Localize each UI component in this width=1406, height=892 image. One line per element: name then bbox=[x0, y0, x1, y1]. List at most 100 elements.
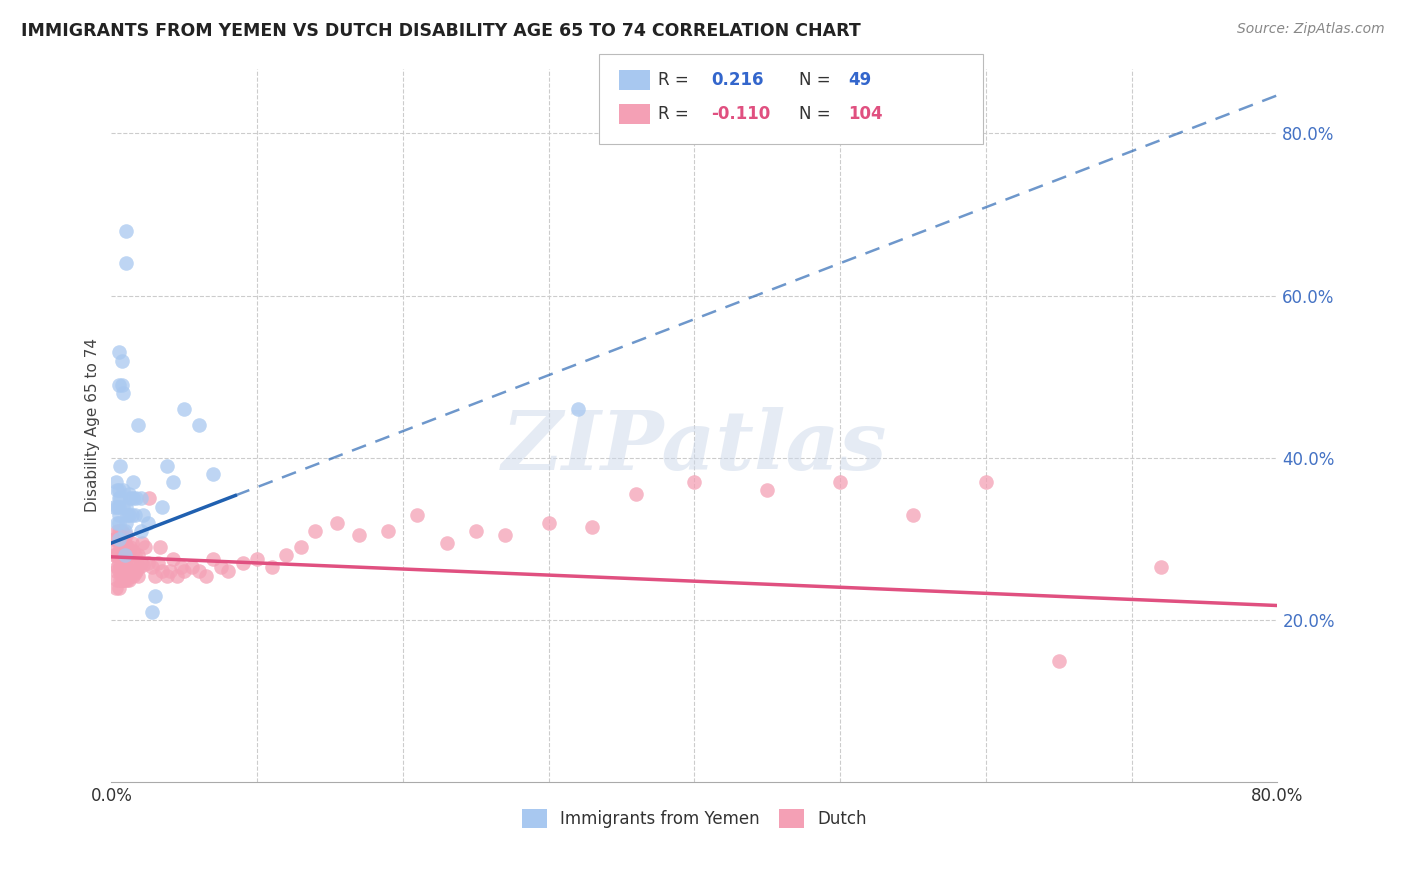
Point bbox=[131, 536, 153, 550]
Point bbox=[117, 508, 139, 522]
Point bbox=[173, 565, 195, 579]
Point bbox=[107, 532, 129, 546]
Point bbox=[187, 418, 209, 433]
Y-axis label: Disability Age 65 to 74: Disability Age 65 to 74 bbox=[86, 338, 100, 512]
Point bbox=[114, 536, 136, 550]
Point bbox=[108, 458, 131, 473]
Point bbox=[132, 508, 155, 522]
Point bbox=[304, 524, 326, 538]
Point bbox=[217, 565, 239, 579]
Point bbox=[105, 500, 128, 514]
Point bbox=[436, 536, 458, 550]
Point bbox=[107, 345, 129, 359]
Point bbox=[107, 483, 129, 498]
Point bbox=[122, 544, 145, 558]
Point bbox=[110, 552, 132, 566]
Text: ZIPatlas: ZIPatlas bbox=[502, 407, 887, 487]
Point bbox=[232, 557, 254, 571]
Point bbox=[173, 402, 195, 417]
Point bbox=[136, 516, 159, 530]
Point bbox=[567, 402, 589, 417]
Point bbox=[121, 508, 143, 522]
Point bbox=[187, 565, 209, 579]
Point bbox=[115, 528, 138, 542]
Point bbox=[127, 418, 149, 433]
Point bbox=[115, 552, 138, 566]
Point bbox=[104, 581, 127, 595]
Text: 104: 104 bbox=[848, 105, 883, 123]
Point bbox=[110, 540, 132, 554]
Point bbox=[156, 458, 179, 473]
Point bbox=[125, 491, 148, 506]
Point bbox=[108, 560, 131, 574]
Point bbox=[103, 500, 125, 514]
Point bbox=[120, 540, 142, 554]
Point bbox=[290, 540, 312, 554]
Point bbox=[246, 552, 269, 566]
Point bbox=[107, 516, 129, 530]
Point bbox=[104, 475, 127, 490]
Point bbox=[103, 532, 125, 546]
Point bbox=[112, 548, 135, 562]
Point bbox=[114, 560, 136, 574]
Text: R =: R = bbox=[658, 71, 695, 89]
Point bbox=[118, 487, 141, 501]
Point bbox=[129, 557, 152, 571]
Point bbox=[209, 560, 232, 574]
Point bbox=[537, 516, 560, 530]
Point bbox=[118, 508, 141, 522]
Point bbox=[901, 508, 924, 522]
Point bbox=[162, 552, 184, 566]
Point bbox=[260, 560, 283, 574]
Point bbox=[124, 566, 146, 580]
Point bbox=[115, 224, 138, 238]
Point bbox=[107, 508, 129, 522]
Point bbox=[166, 568, 188, 582]
Point bbox=[129, 524, 152, 538]
Point bbox=[110, 377, 132, 392]
Text: N =: N = bbox=[799, 105, 835, 123]
Point bbox=[128, 560, 150, 574]
Point bbox=[104, 565, 127, 579]
Text: 0.216: 0.216 bbox=[711, 71, 763, 89]
Point bbox=[112, 560, 135, 574]
Point bbox=[115, 568, 138, 582]
Point bbox=[104, 548, 127, 562]
Point bbox=[120, 568, 142, 582]
Point bbox=[110, 524, 132, 538]
Point bbox=[115, 540, 138, 554]
Point bbox=[756, 483, 779, 498]
Point bbox=[974, 475, 997, 490]
Point bbox=[202, 467, 225, 482]
Point bbox=[107, 536, 129, 550]
Point bbox=[276, 548, 298, 562]
Point bbox=[162, 475, 184, 490]
Point bbox=[114, 548, 136, 562]
Point bbox=[107, 500, 129, 514]
Point bbox=[347, 528, 370, 542]
Point bbox=[118, 558, 141, 572]
Point bbox=[105, 524, 128, 538]
Text: N =: N = bbox=[799, 71, 835, 89]
Point bbox=[138, 491, 160, 506]
Point bbox=[108, 548, 131, 562]
Point bbox=[122, 557, 145, 571]
Text: 49: 49 bbox=[848, 71, 872, 89]
Point bbox=[148, 540, 170, 554]
Legend: Immigrants from Yemen, Dutch: Immigrants from Yemen, Dutch bbox=[515, 802, 875, 835]
Point bbox=[581, 520, 603, 534]
Point bbox=[115, 560, 138, 574]
Point bbox=[110, 565, 132, 579]
Point bbox=[1047, 654, 1070, 668]
Point bbox=[115, 256, 138, 270]
Point bbox=[152, 565, 174, 579]
Point bbox=[107, 491, 129, 506]
Point bbox=[121, 565, 143, 579]
Point bbox=[105, 540, 128, 554]
Point bbox=[117, 560, 139, 574]
Point bbox=[127, 568, 149, 582]
Point bbox=[125, 565, 148, 579]
Point bbox=[134, 540, 156, 554]
Point bbox=[141, 560, 163, 574]
Point bbox=[107, 581, 129, 595]
